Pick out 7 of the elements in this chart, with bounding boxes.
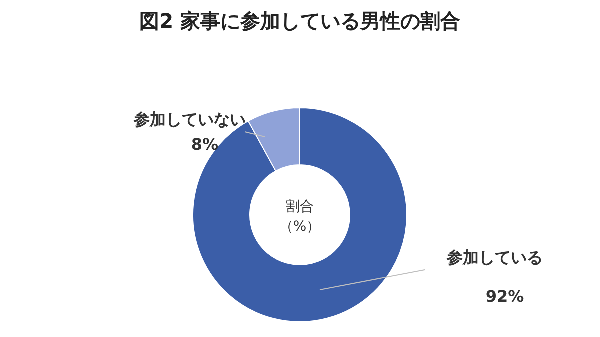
text: 割合: [286, 199, 314, 215]
chart-title: 図2 家事に参加している男性の割合: [140, 9, 460, 33]
data-label: 92%: [486, 287, 524, 306]
text: （%）: [279, 219, 321, 235]
slice-label: 参加している: [446, 248, 543, 267]
slice-label: 参加していない: [133, 110, 246, 129]
data-label: 8%: [191, 135, 219, 154]
